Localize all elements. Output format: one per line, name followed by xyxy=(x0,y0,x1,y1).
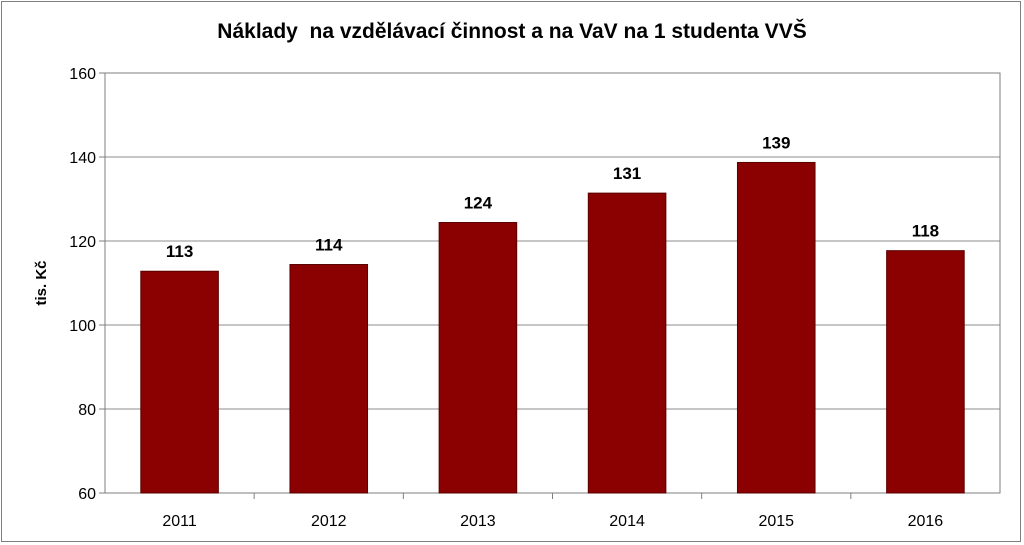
bar xyxy=(736,161,816,494)
bar xyxy=(289,264,369,494)
data-label: 139 xyxy=(762,133,790,152)
bar xyxy=(587,192,667,494)
data-label: 114 xyxy=(315,236,343,255)
y-tick-label: 160 xyxy=(69,66,96,83)
y-tick-label: 100 xyxy=(69,318,96,335)
data-label: 124 xyxy=(464,194,493,213)
x-tick-label: 2013 xyxy=(460,513,496,530)
y-tick-label: 140 xyxy=(69,150,96,167)
y-tick-label: 60 xyxy=(78,486,96,503)
gridlines xyxy=(105,72,1000,494)
x-tick-label: 2012 xyxy=(311,513,347,530)
data-label: 113 xyxy=(166,242,193,261)
x-tick-label: 2011 xyxy=(162,513,197,530)
data-label: 131 xyxy=(613,164,641,183)
bar xyxy=(438,222,518,494)
x-tick-label: 2014 xyxy=(609,513,645,530)
y-tick-label: 120 xyxy=(69,234,96,251)
plot-area xyxy=(104,72,1001,494)
bar xyxy=(886,250,965,494)
y-axis-label: tis. Kč xyxy=(33,260,50,305)
chart-title: Náklady na vzdělávací činnost a na VaV n… xyxy=(217,19,806,43)
y-tick-label: 80 xyxy=(78,402,96,419)
data-label: 118 xyxy=(912,222,939,241)
axis-ticks: 60 80 100 120 140 160 2011 2012 2013 2014 2015 2016 xyxy=(69,66,943,530)
x-tick-label: 2016 xyxy=(908,513,944,530)
bar xyxy=(140,270,219,494)
bars: 113 114 124 131 139 118 xyxy=(140,133,965,494)
x-tick-label: 2015 xyxy=(758,513,794,530)
